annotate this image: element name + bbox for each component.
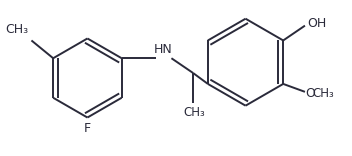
Text: HN: HN <box>154 43 173 56</box>
Text: CH₃: CH₃ <box>183 106 205 119</box>
Text: F: F <box>84 122 91 135</box>
Text: OH: OH <box>307 17 326 30</box>
Text: CH₃: CH₃ <box>313 87 335 100</box>
Text: CH₃: CH₃ <box>5 24 29 37</box>
Text: O: O <box>305 87 315 100</box>
